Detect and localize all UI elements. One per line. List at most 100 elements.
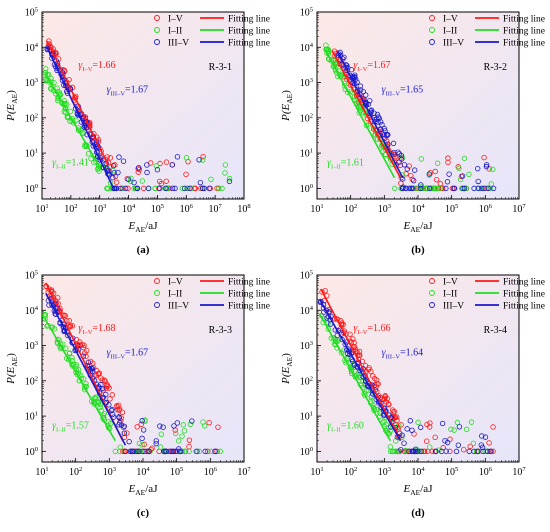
x-tick-label: 108 — [237, 203, 250, 215]
data-point — [85, 359, 92, 366]
data-point — [342, 83, 348, 89]
data-point — [226, 175, 233, 182]
gamma-annotation-tail: =1.41 — [66, 157, 89, 168]
data-point — [174, 420, 181, 426]
plot-area — [42, 12, 244, 199]
x-tick-exp: 6 — [214, 466, 218, 473]
data-point — [479, 433, 485, 439]
data-point — [98, 407, 105, 414]
legend-marker — [154, 27, 160, 33]
data-point — [410, 177, 417, 184]
data-point — [336, 61, 343, 67]
x-tick-label: 102 — [344, 466, 357, 478]
data-point — [79, 341, 85, 348]
y-tick-label: 103 — [25, 340, 38, 352]
gamma-annotation-sub: I–II — [331, 426, 341, 433]
data-point — [173, 430, 179, 437]
y-axis-title-base: P(E — [280, 367, 292, 385]
legend-marker — [429, 290, 435, 296]
y-tick-exp: 5 — [310, 270, 313, 277]
data-point — [112, 162, 118, 168]
data-point — [222, 170, 228, 176]
gamma-annotation: γIII–V=1.67 — [107, 347, 149, 360]
plot-frame — [41, 11, 245, 200]
data-point — [432, 434, 438, 441]
data-point — [404, 426, 410, 432]
data-point — [206, 185, 212, 192]
data-point — [403, 185, 409, 192]
data-point — [490, 166, 496, 173]
data-point — [108, 407, 115, 414]
data-point — [138, 421, 144, 427]
fitting-line — [46, 40, 110, 166]
data-point — [392, 448, 398, 455]
data-point — [189, 418, 195, 424]
data-point — [409, 448, 416, 455]
data-point — [92, 395, 99, 402]
data-point — [115, 169, 121, 176]
x-tick-base: 10 — [93, 204, 103, 215]
x-tick-label: 107 — [237, 466, 251, 478]
gamma-annotation-tail: =1.67 — [367, 60, 390, 71]
legend-fitting-label: Fitting line — [503, 302, 545, 312]
x-tick-exp: 4 — [421, 203, 425, 210]
gamma-annotation-tail: =1.68 — [92, 323, 115, 334]
y-tick-label: 104 — [300, 305, 314, 317]
data-point — [208, 448, 214, 455]
x-axis-title-sub: AE — [410, 225, 420, 234]
data-point — [426, 424, 433, 430]
specimen-label: R-3-2 — [484, 62, 507, 73]
x-tick-exp: 7 — [219, 203, 223, 210]
data-point — [368, 394, 374, 400]
x-tick-exp: 5 — [455, 466, 458, 473]
y-tick-base: 10 — [25, 43, 35, 54]
data-point — [407, 418, 414, 424]
legend-fitting-label: Fitting line — [228, 15, 270, 25]
y-tick-label: 100 — [25, 446, 38, 458]
data-point — [440, 185, 446, 192]
x-tick-exp: 7 — [522, 203, 526, 210]
data-point — [432, 168, 438, 175]
x-tick-base: 10 — [512, 204, 522, 215]
y-tick-label: 104 — [25, 305, 39, 317]
y-tick-exp: 1 — [35, 411, 38, 418]
x-tick-base: 10 — [64, 204, 74, 215]
data-point — [411, 448, 417, 455]
x-axis-title-unit: /aJ — [145, 220, 158, 232]
gamma-annotation-tail: =1.61 — [341, 157, 364, 168]
x-axis-title-base: E — [403, 220, 411, 232]
data-point — [490, 448, 496, 455]
y-tick-label: 103 — [25, 77, 38, 89]
data-point — [429, 448, 435, 455]
x-axis-title-unit: /aJ — [420, 483, 433, 495]
legend-label: I–V — [168, 15, 183, 25]
data-point — [404, 448, 411, 455]
data-point — [200, 185, 206, 192]
specimen-label: R-3-1 — [209, 62, 232, 73]
x-tick-base: 10 — [103, 467, 113, 478]
y-tick-exp: 4 — [310, 42, 314, 49]
data-point — [403, 171, 409, 177]
y-tick-base: 10 — [300, 306, 310, 317]
legend-label: III–V — [168, 302, 189, 312]
data-point — [112, 173, 119, 179]
legend-label: I–II — [443, 27, 457, 37]
data-point — [339, 336, 345, 343]
x-tick-exp: 1 — [320, 466, 323, 473]
data-point — [142, 417, 148, 423]
data-point — [135, 165, 141, 172]
data-point — [42, 312, 49, 318]
gamma-annotation-base: γ — [327, 157, 332, 168]
fitting-lines — [318, 288, 402, 442]
data-point — [110, 175, 116, 181]
data-point — [139, 442, 145, 448]
data-point — [136, 440, 143, 447]
data-point — [157, 444, 164, 450]
legend-label: I–II — [443, 290, 457, 300]
gamma-annotation-tail: =1.60 — [341, 420, 364, 431]
x-axis-title-sub: AE — [410, 488, 420, 497]
data-point — [62, 105, 69, 112]
legend-marker — [154, 278, 160, 284]
data-point — [206, 419, 212, 426]
data-point — [396, 159, 402, 165]
